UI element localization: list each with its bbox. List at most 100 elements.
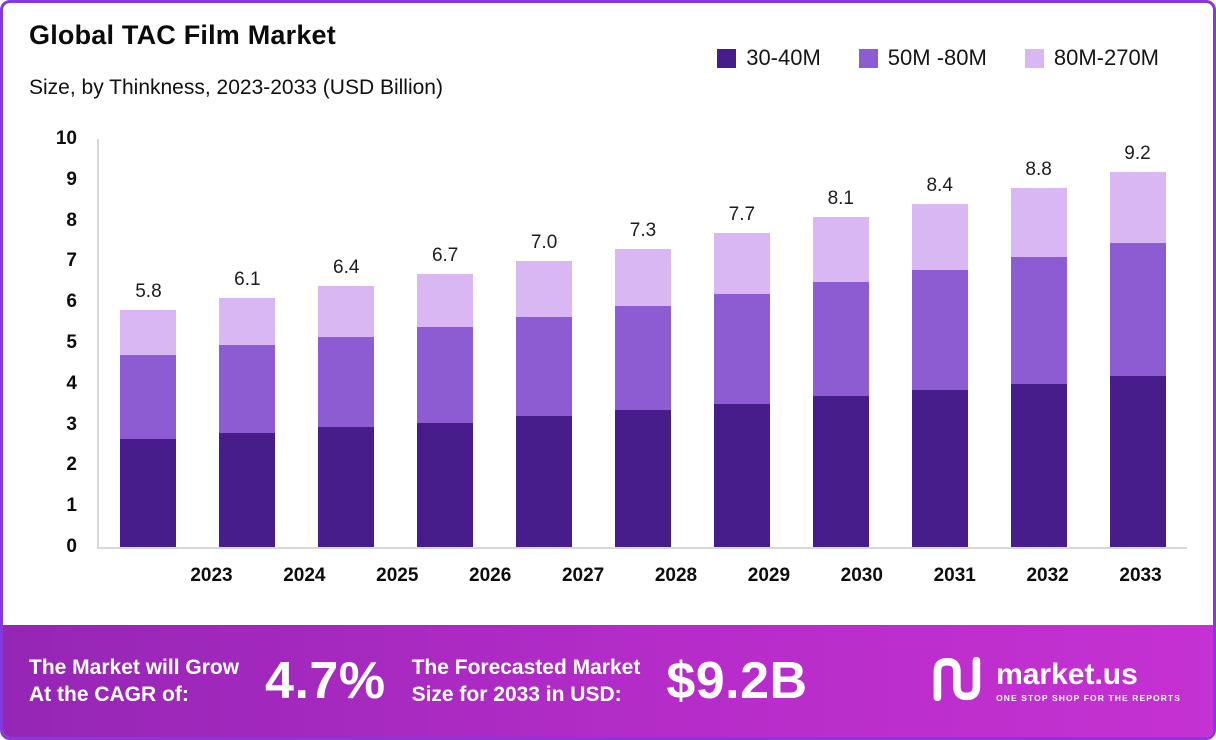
bar-segment bbox=[1010, 383, 1067, 547]
y-tick-label: 4 bbox=[66, 372, 77, 394]
bar-slot: 7.3 bbox=[594, 139, 693, 547]
bar-segment bbox=[812, 281, 869, 397]
stacked-bar-2031: 8.4 bbox=[911, 175, 968, 547]
bar-segment bbox=[1109, 171, 1166, 244]
bar-segment bbox=[219, 345, 276, 433]
x-tick-label: 2032 bbox=[1026, 565, 1069, 586]
legend-label: 30-40M bbox=[746, 45, 821, 70]
bar-segment bbox=[614, 410, 671, 547]
forecast-label: The Forecasted Market Size for 2033 in U… bbox=[412, 654, 641, 708]
legend-label: 50M -80M bbox=[887, 45, 987, 70]
stacked-bar-2033: 9.2 bbox=[1109, 143, 1166, 547]
stacked-bar-2029: 7.7 bbox=[713, 204, 770, 547]
chart-header: Global TAC Film Market Size, by Thinknes… bbox=[29, 19, 1187, 101]
bar-total-label: 8.1 bbox=[827, 187, 854, 209]
legend-item: 50M -80M bbox=[858, 45, 987, 71]
stacked-bar-2026: 6.7 bbox=[417, 245, 474, 547]
stacked-bar-2027: 7.0 bbox=[516, 232, 573, 547]
bar-segment bbox=[516, 261, 573, 317]
bar-segment bbox=[812, 216, 869, 282]
x-tick-label: 2033 bbox=[1119, 565, 1162, 586]
y-tick-label: 10 bbox=[55, 128, 77, 149]
x-tick-label: 2027 bbox=[561, 565, 605, 586]
bar-segment bbox=[614, 249, 671, 307]
plot-area: 0 1 2 3 4 5 6 7 8 9 10 5.8 6.1 6.4 6.7 7.0 7.3 7.7 8.1 8.4… bbox=[29, 128, 1187, 587]
stacked-bar-2032: 8.8 bbox=[1010, 159, 1067, 547]
chart-section: Global TAC Film Market Size, by Thinknes… bbox=[3, 3, 1213, 625]
stacked-bar-2028: 7.3 bbox=[614, 220, 671, 547]
cagr-value: 4.7% bbox=[265, 652, 386, 710]
bar-segment bbox=[911, 389, 968, 547]
x-tick-label: 2025 bbox=[376, 565, 419, 586]
bar-total-label: 9.2 bbox=[1124, 142, 1151, 164]
bars: 5.8 6.1 6.4 6.7 7.0 7.3 7.7 8.1 8.4 8.8 9.2 bbox=[99, 139, 1187, 547]
bar-total-label: 8.4 bbox=[926, 175, 953, 197]
bar-segment bbox=[318, 285, 375, 337]
bar-segment bbox=[417, 273, 474, 327]
bar-total-label: 7.7 bbox=[728, 203, 756, 225]
marketus-logo-icon bbox=[932, 656, 984, 706]
bar-slot: 8.8 bbox=[989, 139, 1088, 547]
bar-total-label: 7.0 bbox=[530, 232, 558, 254]
x-tick-label: 2031 bbox=[933, 565, 976, 586]
stacked-bar-2025: 6.4 bbox=[318, 257, 375, 547]
bar-segment bbox=[1010, 187, 1067, 258]
cagr-label: The Market will Grow At the CAGR of: bbox=[29, 654, 239, 708]
legend-item: 80M-270M bbox=[1024, 45, 1159, 71]
x-tick-label: 2030 bbox=[840, 565, 883, 586]
legend-swatch bbox=[858, 48, 878, 68]
bar-segment bbox=[911, 204, 968, 270]
y-tick-label: 2 bbox=[66, 454, 77, 476]
y-tick-label: 3 bbox=[66, 413, 77, 435]
stacked-bar-2030: 8.1 bbox=[812, 188, 869, 547]
bar-total-label: 8.8 bbox=[1025, 158, 1052, 180]
bar-segment bbox=[219, 432, 276, 547]
bar-segment bbox=[713, 232, 770, 295]
y-tick-label: 1 bbox=[66, 495, 77, 517]
legend-swatch bbox=[717, 48, 737, 68]
bar-segment bbox=[417, 422, 474, 547]
bar-slot: 7.7 bbox=[692, 139, 791, 547]
y-tick-label: 9 bbox=[66, 168, 77, 190]
bar-slot: 6.1 bbox=[198, 139, 297, 547]
chart-canvas: 5.8 6.1 6.4 6.7 7.0 7.3 7.7 8.1 8.4 8.8 9.2 bbox=[97, 139, 1187, 549]
bar-total-label: 7.3 bbox=[629, 220, 657, 242]
y-tick-label: 5 bbox=[66, 332, 77, 353]
title-block: Global TAC Film Market Size, by Thinknes… bbox=[29, 19, 443, 101]
bar-segment bbox=[1010, 257, 1067, 384]
forecast-label-line1: The Forecasted Market bbox=[411, 656, 641, 679]
bar-segment bbox=[516, 416, 573, 547]
y-tick-label: 7 bbox=[66, 250, 77, 272]
chart-subtitle: Size, by Thinkness, 2023-2033 (USD Billi… bbox=[29, 76, 443, 99]
x-tick-label: 2028 bbox=[654, 565, 698, 586]
bar-slot: 9.2 bbox=[1088, 139, 1187, 547]
bar-segment bbox=[120, 355, 177, 439]
bar-segment bbox=[1109, 243, 1166, 376]
cagr-label-line1: The Market will Grow bbox=[29, 656, 240, 679]
bar-slot: 8.4 bbox=[890, 139, 989, 547]
y-tick-label: 0 bbox=[66, 536, 77, 557]
x-tick-label: 2023 bbox=[190, 565, 233, 586]
legend-item: 30-40M bbox=[717, 45, 821, 71]
bar-slot: 6.4 bbox=[297, 139, 396, 547]
chart-title: Global TAC Film Market bbox=[29, 20, 336, 50]
bar-segment bbox=[120, 310, 177, 356]
bar-segment bbox=[318, 336, 375, 427]
forecast-label-line2: Size for 2033 in USD: bbox=[411, 683, 622, 706]
x-tick-label: 2024 bbox=[283, 565, 326, 586]
bar-segment bbox=[614, 306, 671, 411]
bar-segment bbox=[812, 396, 869, 547]
y-tick-label: 8 bbox=[66, 209, 77, 231]
bar-slot: 6.7 bbox=[396, 139, 495, 547]
bar-segment bbox=[120, 438, 177, 547]
bar-segment bbox=[1109, 375, 1166, 547]
x-axis: 2023 2024 2025 2026 2027 2028 2029 2030 2031 2032… bbox=[97, 565, 1187, 587]
brand-tagline: ONE STOP SHOP FOR THE REPORTS bbox=[996, 693, 1181, 703]
forecast-value: $9.2B bbox=[666, 652, 808, 710]
bar-segment bbox=[911, 269, 968, 390]
bar-segment bbox=[219, 298, 276, 346]
y-tick-label: 6 bbox=[66, 291, 77, 313]
x-tick-label: 2029 bbox=[747, 565, 791, 586]
stacked-bar-2023: 5.8 bbox=[120, 281, 177, 547]
